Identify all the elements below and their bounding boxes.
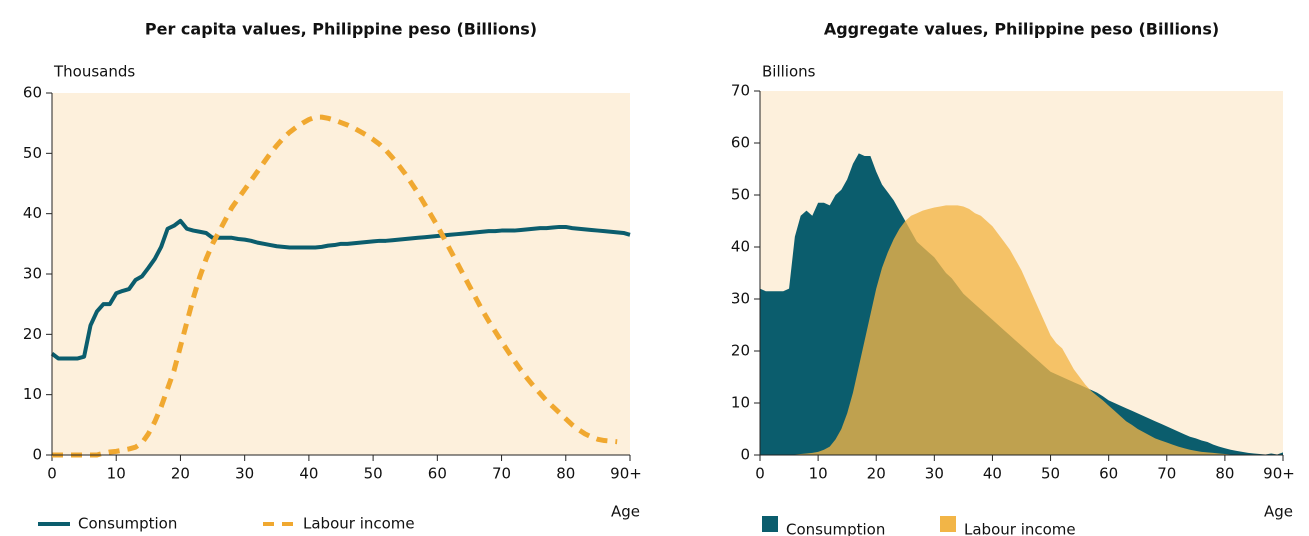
y-tick-label: 10 [731, 394, 750, 412]
x-axis-label: Age [1264, 503, 1293, 521]
y-tick-label: 70 [731, 82, 750, 100]
x-tick-label: 50 [364, 465, 383, 483]
y-tick-label: 10 [23, 385, 42, 403]
y-tick-label: 20 [731, 342, 750, 360]
y-tick-label: 40 [731, 238, 750, 256]
line [52, 114, 618, 458]
y-tick-label: 30 [23, 265, 42, 283]
y-tick-label: 60 [731, 134, 750, 152]
x-tick-label: 50 [1041, 465, 1060, 483]
x-tick-label: 0 [755, 465, 765, 483]
y-tick-label: 60 [23, 84, 42, 102]
x-axis-label: Age [611, 503, 640, 521]
legend-swatch [940, 516, 956, 532]
x-tick-label: 70 [492, 465, 511, 483]
x-tick-label: 10 [809, 465, 828, 483]
x-tick-label: 90+ [1263, 465, 1295, 483]
legend-label: Labour income [303, 515, 415, 533]
y-axis-label: Thousands [53, 63, 135, 81]
y-axis-label: Billions [762, 63, 816, 81]
x-tick-label: 60 [1099, 465, 1118, 483]
y-tick-label: 50 [23, 144, 42, 162]
chart-title: Aggregate values, Philippine peso (Billi… [824, 20, 1219, 39]
legend-label: Consumption [786, 521, 885, 536]
x-tick-label: 0 [47, 465, 57, 483]
y-tick-label: 0 [32, 446, 42, 464]
area [760, 205, 1283, 455]
x-tick-label: 30 [235, 465, 254, 483]
y-tick-label: 40 [23, 204, 42, 222]
x-tick-label: 70 [1157, 465, 1176, 483]
legend-swatch [762, 516, 778, 532]
x-tick-label: 30 [925, 465, 944, 483]
y-tick-label: 20 [23, 325, 42, 343]
y-tick-label: 30 [731, 290, 750, 308]
x-tick-label: 40 [299, 465, 318, 483]
x-tick-label: 90+ [610, 465, 642, 483]
chart-title: Per capita values, Philippine peso (Bill… [145, 20, 537, 39]
legend-label: Consumption [78, 515, 177, 533]
x-tick-label: 40 [983, 465, 1002, 483]
x-tick-label: 20 [171, 465, 190, 483]
legend-label: Labour income [964, 521, 1076, 536]
plot-background [52, 93, 630, 455]
y-tick-label: 0 [740, 446, 750, 464]
x-tick-label: 80 [556, 465, 575, 483]
x-tick-label: 10 [107, 465, 126, 483]
y-tick-label: 50 [731, 186, 750, 204]
x-tick-label: 80 [1215, 465, 1234, 483]
line [50, 218, 631, 361]
x-tick-label: 20 [867, 465, 886, 483]
x-tick-label: 60 [428, 465, 447, 483]
